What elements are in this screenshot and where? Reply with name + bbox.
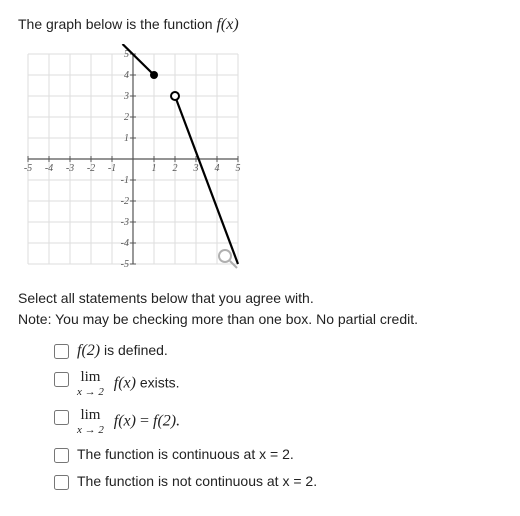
- option-e: The function is not continuous at x = 2.: [54, 473, 502, 490]
- svg-text:-1: -1: [121, 175, 129, 186]
- option-a: f(2) is defined.: [54, 342, 502, 360]
- option-e-label: The function is not continuous at x = 2.: [77, 473, 317, 489]
- option-d-label: The function is continuous at x = 2.: [77, 446, 294, 462]
- function-graph: -5-4-3 -2-1 123 45 543 21 -1-2-3 -4-5: [18, 44, 248, 274]
- svg-text:1: 1: [124, 133, 129, 144]
- svg-text:-2: -2: [121, 196, 129, 207]
- svg-text:-3: -3: [66, 163, 74, 174]
- svg-text:3: 3: [123, 91, 129, 102]
- svg-text:-3: -3: [121, 217, 129, 228]
- svg-text:1: 1: [152, 163, 157, 174]
- svg-text:-5: -5: [24, 163, 32, 174]
- prompt-lead: The graph below is the function: [18, 16, 216, 32]
- option-a-checkbox[interactable]: [54, 344, 69, 359]
- svg-text:4: 4: [124, 70, 129, 81]
- option-b-label: lim x → 2 f(x) exists.: [77, 370, 180, 398]
- graph-container: -5-4-3 -2-1 123 45 543 21 -1-2-3 -4-5: [18, 44, 502, 274]
- svg-text:2: 2: [124, 112, 129, 123]
- svg-text:-2: -2: [87, 163, 95, 174]
- svg-text:4: 4: [215, 163, 220, 174]
- option-c-checkbox[interactable]: [54, 410, 69, 425]
- svg-text:3: 3: [193, 163, 199, 174]
- option-c-label: lim x → 2 f(x) = f(2).: [77, 408, 180, 436]
- svg-text:5: 5: [236, 163, 241, 174]
- instructions-line1: Select all statements below that you agr…: [18, 290, 314, 306]
- svg-text:-1: -1: [108, 163, 116, 174]
- svg-text:-4: -4: [45, 163, 53, 174]
- option-b: lim x → 2 f(x) exists.: [54, 370, 502, 398]
- option-e-checkbox[interactable]: [54, 475, 69, 490]
- options-list: f(2) is defined. lim x → 2 f(x) exists. …: [18, 342, 502, 490]
- prompt-fn: f(x): [216, 16, 238, 33]
- option-d-checkbox[interactable]: [54, 448, 69, 463]
- option-a-label: f(2) is defined.: [77, 342, 168, 360]
- instructions: Select all statements below that you agr…: [18, 288, 502, 330]
- svg-text:-4: -4: [121, 238, 129, 249]
- option-c: lim x → 2 f(x) = f(2).: [54, 408, 502, 436]
- svg-text:2: 2: [173, 163, 178, 174]
- instructions-line2: Note: You may be checking more than one …: [18, 311, 418, 327]
- option-d: The function is continuous at x = 2.: [54, 446, 502, 463]
- svg-text:-5: -5: [121, 259, 129, 270]
- question-prompt: The graph below is the function f(x): [18, 16, 502, 34]
- option-b-checkbox[interactable]: [54, 372, 69, 387]
